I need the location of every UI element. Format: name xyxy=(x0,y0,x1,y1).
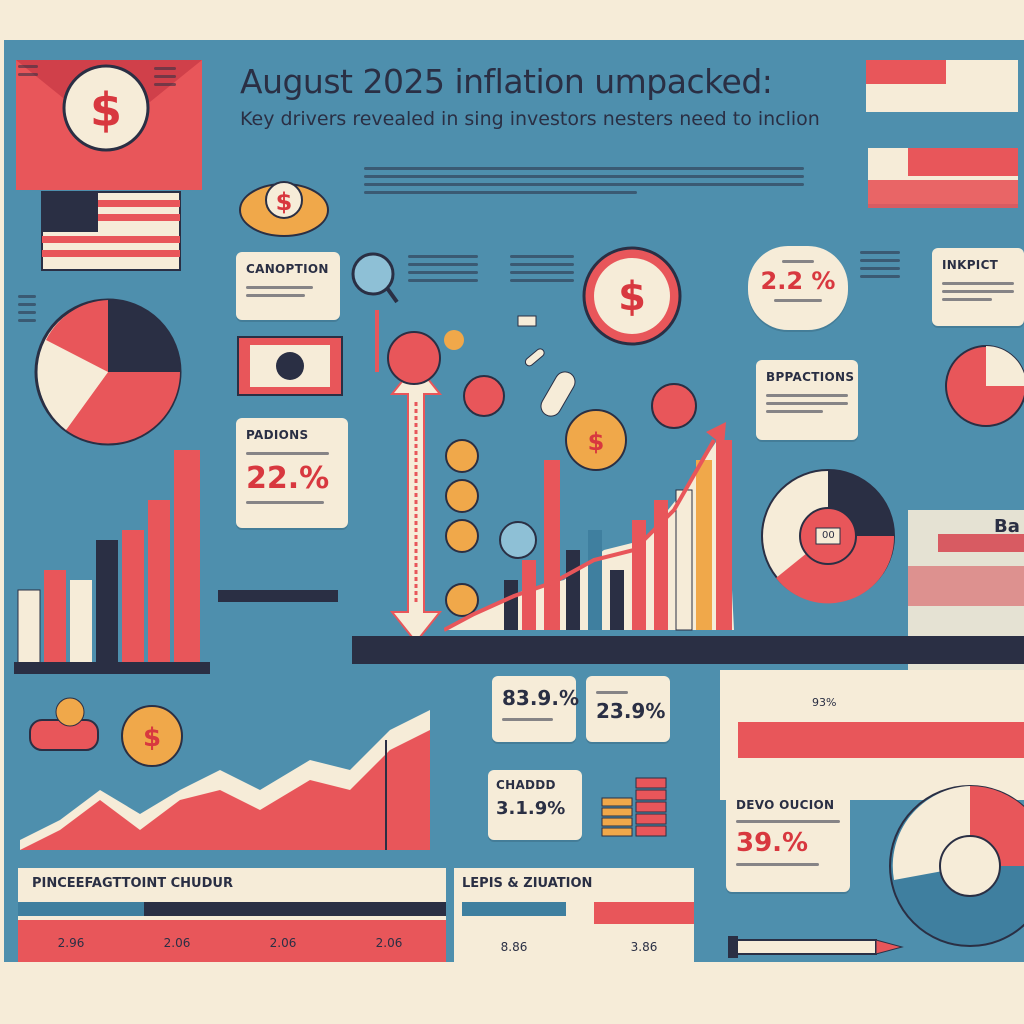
money-bag-icon: $ xyxy=(239,181,329,237)
bppactions-heading: BPPACTIONS xyxy=(766,370,855,384)
banknote-icon xyxy=(237,336,343,396)
side-note xyxy=(18,60,38,81)
chaddd-heading: CHADDD xyxy=(496,778,556,792)
stat-b-value: 23.9% xyxy=(596,699,666,723)
devo-heading: DEVO OUCION xyxy=(736,798,835,812)
table-right-cell: 8.86 xyxy=(500,940,528,954)
bar-chart-left xyxy=(14,450,210,674)
donut-chart-bottom xyxy=(889,785,1024,947)
poster-margin xyxy=(0,962,1024,1024)
donut-chart-right xyxy=(761,469,895,604)
notes-block xyxy=(860,246,900,283)
notes-block xyxy=(510,250,574,287)
table-left: PINCEEFAGTTOINT CHUDUR 2.96 2.06 2.06 2.… xyxy=(18,868,446,962)
pie-chart-left xyxy=(34,298,182,446)
canoption-heading: CANOPTION xyxy=(246,262,329,276)
infographic-poster: $ August 2025 inflation umpacked: Key dr… xyxy=(4,40,1024,962)
pen-icon xyxy=(728,936,904,958)
top-right-panel xyxy=(866,60,1018,112)
table-right-cell: 3.86 xyxy=(630,940,658,954)
svg-text:$: $ xyxy=(143,723,161,753)
top-right-bar xyxy=(868,148,1018,176)
padions-value: 22.% xyxy=(246,461,330,496)
corner-label: Ba xyxy=(994,516,1020,537)
devo-value: 39.% xyxy=(736,828,809,858)
dollar-circle-icon: $ xyxy=(582,246,682,346)
table-right-heading: LEPIS & ZIUATION xyxy=(462,876,593,891)
svg-text:$: $ xyxy=(276,188,293,216)
stat-a-card: 83.9.% xyxy=(492,676,579,742)
notes-block xyxy=(408,250,478,287)
coin-mailbox-illustration: $ xyxy=(29,697,183,767)
top-right-bar xyxy=(868,180,1018,208)
side-note xyxy=(154,62,176,91)
padions-card: PADIONS 22.% xyxy=(236,418,348,528)
growth-bar-chart xyxy=(444,422,734,632)
coin-stacks-icon xyxy=(601,777,667,837)
inkpict-card: INKPICT xyxy=(932,248,1024,326)
magnifier-icon xyxy=(351,252,399,372)
divider-bar xyxy=(352,636,1024,664)
page-subtitle: Key drivers revealed in sing investors n… xyxy=(240,108,820,130)
devo-card: DEVO OUCION 39.% xyxy=(726,788,850,892)
banner-scale-label: 93% xyxy=(812,696,837,709)
svg-text:$: $ xyxy=(588,428,605,456)
svg-text:$: $ xyxy=(618,274,646,320)
divider-bar xyxy=(218,590,338,602)
chaddd-card: CHADDD 3.1.9% xyxy=(488,770,582,840)
stat-b-card: 23.9% xyxy=(586,676,670,742)
envelope-illustration: $ xyxy=(16,60,202,271)
stat-top-card: 2.2 % xyxy=(748,246,848,330)
dollar-coin-icon xyxy=(62,64,150,152)
right-banner: 93% xyxy=(720,670,1024,800)
side-note xyxy=(18,290,36,327)
table-left-cell: 2.06 xyxy=(269,936,297,950)
donut-marker-label: 00 xyxy=(822,530,835,541)
svg-text:$: $ xyxy=(90,83,122,137)
page-title: August 2025 inflation umpacked: xyxy=(240,62,773,101)
chaddd-value: 3.1.9% xyxy=(496,798,566,819)
table-left-cell: 2.96 xyxy=(57,936,85,950)
pie-chart-small xyxy=(945,345,1024,427)
stat-a-value: 83.9.% xyxy=(502,686,579,710)
stat-top-value: 2.2 % xyxy=(760,267,836,295)
padions-heading: PADIONS xyxy=(246,428,309,442)
coins-cluster: $ xyxy=(387,315,697,617)
area-chart-bottom xyxy=(20,710,430,850)
inkpict-heading: INKPICT xyxy=(942,258,999,272)
canoption-card: CANOPTION xyxy=(236,252,340,320)
table-left-cell: 2.06 xyxy=(163,936,191,950)
table-left-heading: PINCEEFAGTTOINT CHUDUR xyxy=(32,876,233,891)
table-left-cell: 2.06 xyxy=(375,936,403,950)
intro-paragraph xyxy=(364,162,804,199)
bppactions-card: BPPACTIONS xyxy=(756,360,858,440)
table-right: LEPIS & ZIUATION 8.86 3.86 xyxy=(454,868,694,962)
